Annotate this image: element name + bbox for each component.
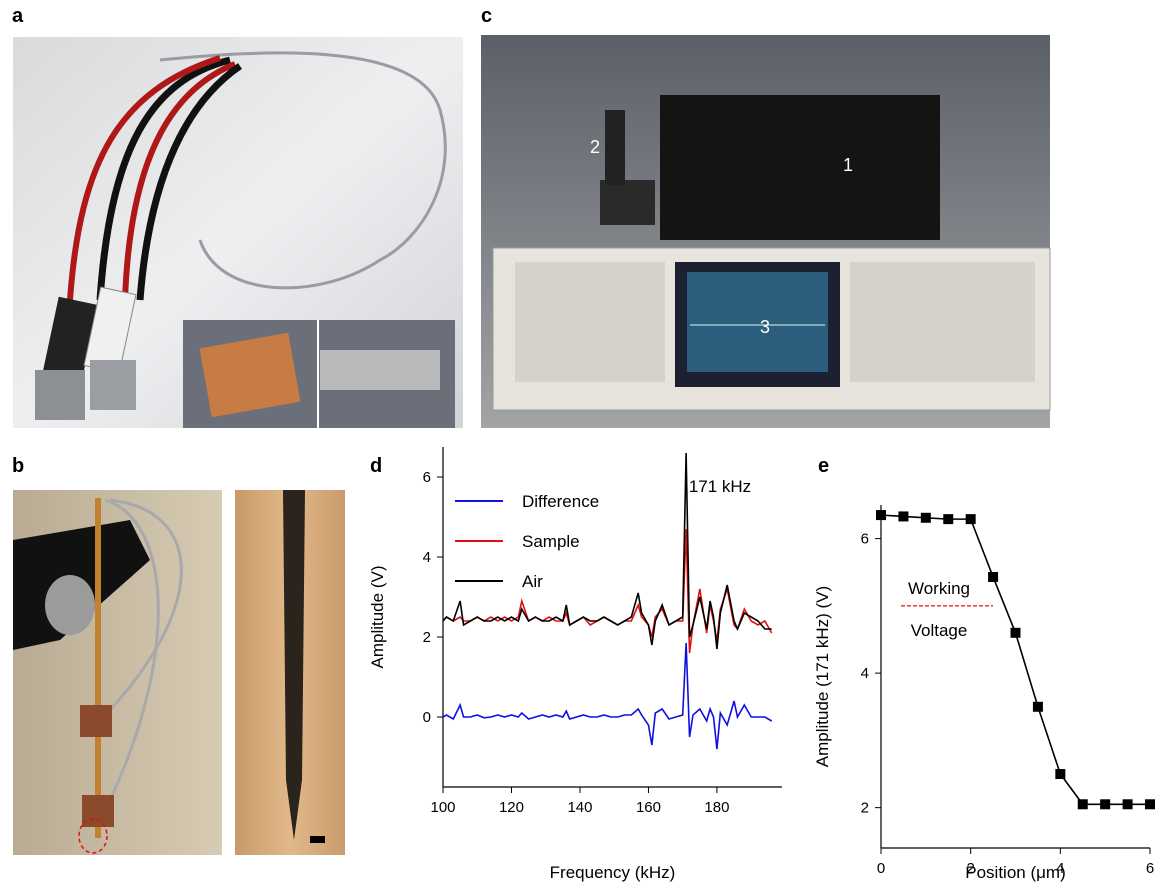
- photo-label: 3: [760, 317, 770, 337]
- y-tick-label: 6: [861, 531, 869, 548]
- x-tick-label: 140: [567, 799, 592, 816]
- photo-a: [13, 37, 463, 428]
- panel-label: b: [12, 455, 24, 477]
- marker: [898, 511, 908, 521]
- marker: [876, 510, 886, 520]
- marker: [1033, 702, 1043, 712]
- panel-label: e: [818, 455, 829, 477]
- marker: [1055, 769, 1065, 779]
- series-line: [443, 529, 772, 653]
- series-line: [443, 643, 772, 749]
- x-axis-label: Frequency (kHz): [550, 863, 676, 882]
- marker: [1078, 799, 1088, 809]
- y-axis-label: Amplitude (171 kHz) (V): [813, 586, 832, 767]
- marker: [1123, 799, 1133, 809]
- y-tick-label: 2: [861, 800, 869, 817]
- photo-c: [481, 35, 1050, 428]
- legend-label: Air: [522, 572, 543, 591]
- panel-label: a: [12, 5, 24, 27]
- y-tick-label: 4: [423, 549, 431, 566]
- marker: [1011, 628, 1021, 638]
- y-tick-label: 2: [423, 629, 431, 646]
- marker: [921, 513, 931, 523]
- photo-label: 1: [843, 155, 853, 175]
- x-axis-label: Position (μm): [965, 863, 1065, 882]
- panel-label: c: [481, 5, 492, 27]
- photo-b: [13, 490, 345, 855]
- legend-label: Sample: [522, 532, 580, 551]
- photo-label: 2: [590, 137, 600, 157]
- y-tick-label: 0: [423, 709, 431, 726]
- marker: [1100, 799, 1110, 809]
- x-tick-label: 0: [877, 860, 885, 877]
- x-tick-label: 6: [1146, 860, 1154, 877]
- marker: [966, 514, 976, 524]
- annotation: 171 kHz: [689, 477, 751, 496]
- x-tick-label: 180: [704, 799, 729, 816]
- x-tick-label: 100: [430, 799, 455, 816]
- x-tick-label: 120: [499, 799, 524, 816]
- threshold-label: Voltage: [911, 621, 968, 640]
- y-axis-label: Amplitude (V): [368, 566, 387, 669]
- panel-label: d: [370, 455, 382, 477]
- marker: [943, 514, 953, 524]
- x-tick-label: 160: [636, 799, 661, 816]
- threshold-label: Working: [908, 579, 970, 598]
- legend-label: Difference: [522, 492, 599, 511]
- marker: [988, 572, 998, 582]
- y-tick-label: 6: [423, 469, 431, 486]
- y-tick-label: 4: [861, 665, 869, 682]
- marker: [1145, 799, 1155, 809]
- series-line: [881, 515, 1150, 804]
- figure: a b c d e 1 2 3 0 2 4 6 100 120 140 160 180 Frequ…: [0, 0, 1167, 886]
